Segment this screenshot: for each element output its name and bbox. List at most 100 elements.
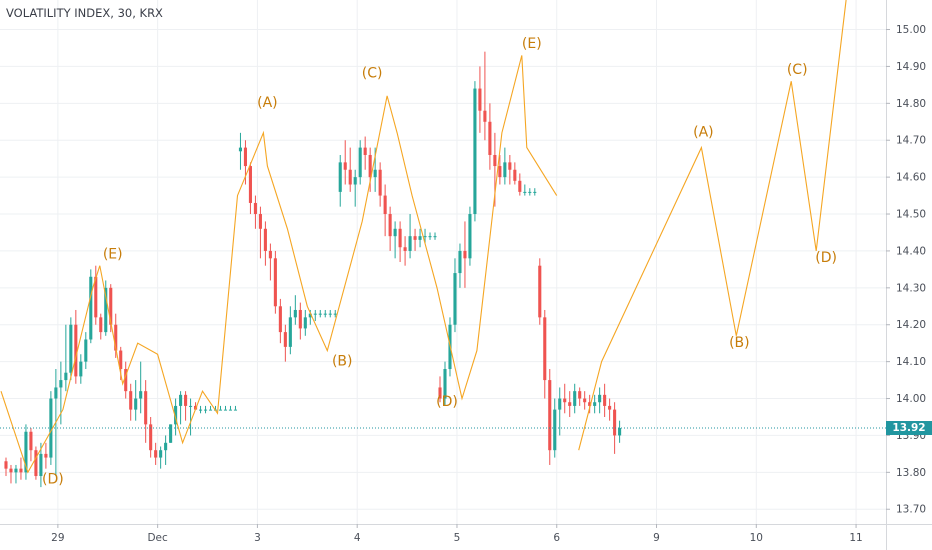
candle-body xyxy=(164,442,168,451)
candle xyxy=(293,295,297,325)
candle xyxy=(388,206,392,251)
candle-body xyxy=(608,405,612,410)
candle-body xyxy=(84,339,88,362)
candle xyxy=(49,391,53,465)
candle-body xyxy=(79,361,83,377)
candle-body xyxy=(283,332,287,347)
candle-body xyxy=(243,147,247,167)
candle xyxy=(613,402,617,454)
candle xyxy=(498,154,502,185)
candle xyxy=(89,269,93,344)
candle xyxy=(268,243,272,281)
wave-line[interactable] xyxy=(578,0,847,451)
candle xyxy=(523,184,527,196)
candle-body xyxy=(603,394,607,406)
candle-body xyxy=(368,154,372,178)
wave-label[interactable]: (E) xyxy=(103,246,123,262)
candle-body xyxy=(223,409,228,411)
candle-body xyxy=(508,162,512,170)
candle xyxy=(368,147,372,192)
candle-body xyxy=(353,177,357,185)
candle-body xyxy=(144,391,148,425)
candle-body xyxy=(463,250,467,259)
wave-label[interactable]: (C) xyxy=(787,62,808,78)
candle xyxy=(378,162,382,207)
candle xyxy=(288,306,292,355)
candle xyxy=(44,442,48,469)
price-tick-label: 15.00 xyxy=(896,24,926,36)
price-tick-label: 14.60 xyxy=(896,172,926,184)
candle-body xyxy=(583,398,587,403)
wave-label[interactable]: (D) xyxy=(436,394,458,410)
candle xyxy=(104,280,108,336)
wave-label[interactable]: (B) xyxy=(729,335,750,351)
candle xyxy=(433,232,437,240)
candle-body xyxy=(69,324,73,373)
candle-body xyxy=(248,166,252,203)
price-tick-label: 14.50 xyxy=(896,209,926,221)
price-tick-label: 14.40 xyxy=(896,245,926,257)
wave-label[interactable]: (A) xyxy=(693,125,714,141)
candle-body xyxy=(418,236,422,240)
candle xyxy=(258,206,262,259)
candle-body xyxy=(298,309,302,329)
wave-label[interactable]: (C) xyxy=(362,65,383,81)
candle xyxy=(39,442,43,488)
wave-line[interactable] xyxy=(0,55,558,474)
time-axis[interactable]: 29 Dec 3 4 5 6 9 10 11 xyxy=(0,524,932,544)
price-tick-label: 13.80 xyxy=(896,467,926,479)
price-axis-background xyxy=(886,0,932,550)
wave-label[interactable]: (E) xyxy=(522,36,542,52)
wave-label[interactable]: (D) xyxy=(42,471,64,487)
wave-label[interactable]: (A) xyxy=(257,95,278,111)
candle xyxy=(403,236,407,266)
wave-label[interactable]: (B) xyxy=(332,353,353,369)
current-price-label: 13.92 xyxy=(886,421,932,436)
candle-body xyxy=(24,431,28,473)
candle-body xyxy=(308,313,312,318)
wave-label[interactable]: (D) xyxy=(815,250,837,266)
candle-body xyxy=(233,409,238,411)
candle xyxy=(94,265,98,325)
candle-body xyxy=(74,324,78,377)
candle-body xyxy=(328,313,332,315)
candle-body xyxy=(189,405,193,407)
candle xyxy=(124,361,128,399)
candle xyxy=(508,154,512,185)
price-tick-label: 13.70 xyxy=(896,504,926,516)
candle xyxy=(34,446,38,480)
chart-title: VOLATILITY INDEX, 30, KRX xyxy=(6,6,163,20)
candle xyxy=(24,424,28,480)
time-tick-label: Dec xyxy=(147,532,168,544)
candle-body xyxy=(49,398,53,458)
time-tick-label: 9 xyxy=(653,532,660,544)
candle-body xyxy=(323,313,327,315)
candle xyxy=(553,398,557,458)
candle-body xyxy=(134,398,138,410)
candle-body xyxy=(578,391,582,399)
candle-body xyxy=(338,162,342,192)
candle xyxy=(149,416,153,458)
candle-body xyxy=(9,468,13,473)
candle xyxy=(139,361,143,414)
candle xyxy=(4,457,8,477)
candle-body xyxy=(119,350,123,370)
candle-body xyxy=(59,380,63,388)
price-axis[interactable]: 15.00 14.90 14.80 14.70 14.60 14.50 14.40 14.30… xyxy=(886,0,932,550)
candle-body xyxy=(403,247,407,251)
candle-body xyxy=(29,431,33,451)
candle xyxy=(593,394,597,414)
candle xyxy=(478,66,482,133)
candle-body xyxy=(473,88,477,215)
candle-body xyxy=(174,405,178,425)
candle-body xyxy=(44,453,48,458)
candle xyxy=(583,391,587,410)
time-tick-label: 10 xyxy=(750,532,763,544)
candle-body xyxy=(393,228,397,237)
candle-body xyxy=(273,258,277,307)
candle xyxy=(253,195,257,229)
candle-body xyxy=(343,162,347,170)
time-tick-label: 5 xyxy=(454,532,461,544)
time-tick-label: 29 xyxy=(51,532,64,544)
candle xyxy=(203,405,208,414)
